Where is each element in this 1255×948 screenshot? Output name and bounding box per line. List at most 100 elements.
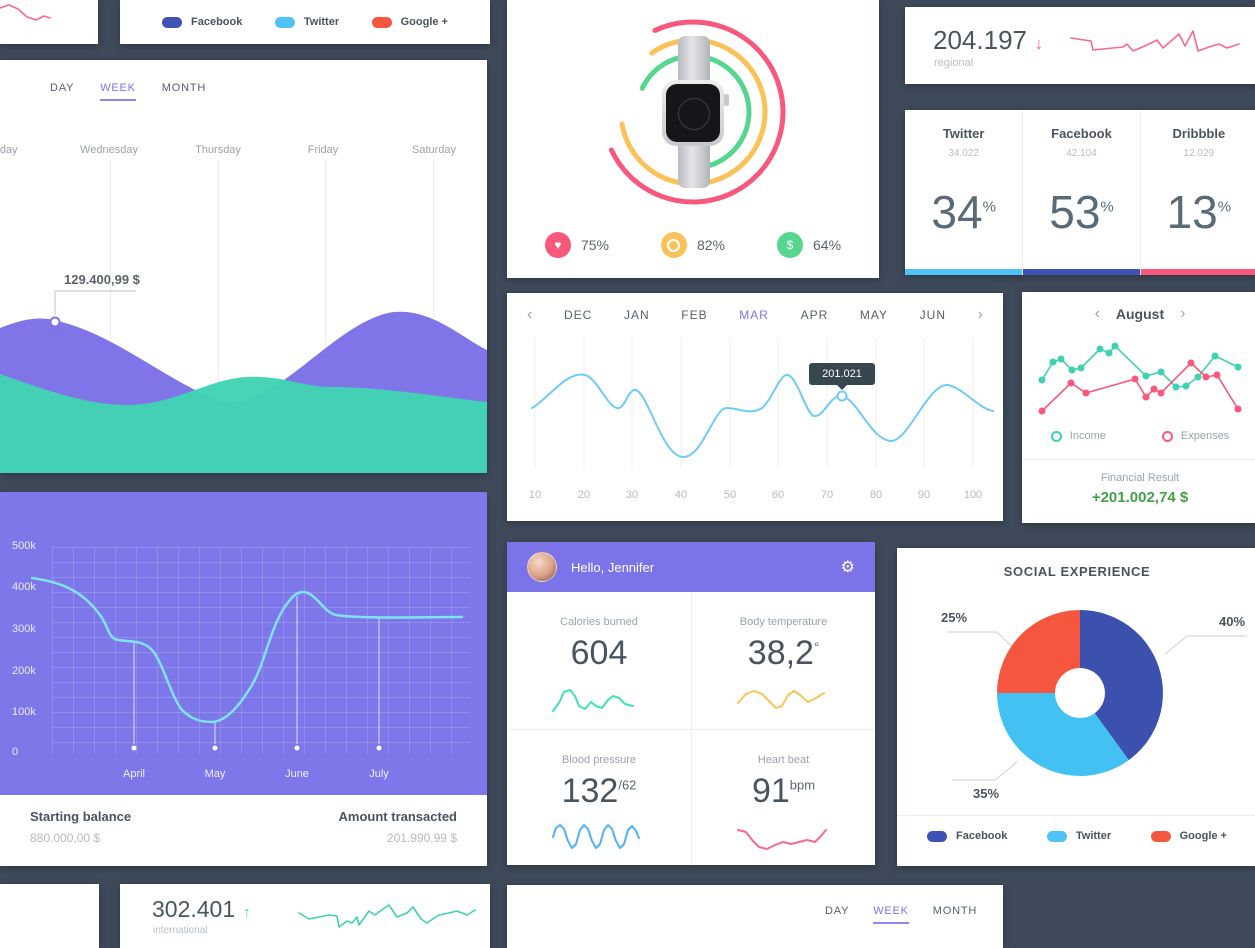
gear-icon[interactable]: ⚙: [840, 559, 855, 576]
column-title: Dribbble: [1172, 126, 1226, 141]
facebook-column: Facebook 42.104 53%: [1022, 110, 1140, 275]
value-tooltip: 201.021: [809, 363, 875, 390]
heart-beat-sparkline: [736, 828, 827, 850]
gridline: [433, 160, 434, 473]
x-axis-tick: 90: [917, 489, 931, 501]
august-finance-card: ‹ August › Income Expenses Financial Res…: [1022, 292, 1255, 523]
health-stats-card: Hello, Jennifer ⚙ Calories burned 604 Bo…: [507, 542, 875, 865]
tab-may[interactable]: MAY: [859, 308, 889, 322]
regional-stat-card: 204.197 ↓ regional: [905, 7, 1255, 84]
tab-month[interactable]: MONTH: [161, 82, 207, 94]
x-axis-tick: 10: [528, 489, 542, 501]
google-plus-pill-icon: [1150, 830, 1171, 842]
temperature-cell: Body temperature 38,2°: [691, 592, 875, 729]
dollar-icon: $: [777, 232, 804, 258]
x-axis-label: May: [204, 768, 226, 780]
health-grid: Calories burned 604 Body temperature 38,…: [507, 592, 875, 865]
activity-rings-chart: [600, 19, 786, 205]
x-axis-tick: 100: [963, 489, 983, 501]
watch-activity-card: ♥ 75% 82% $ 64%: [507, 0, 879, 278]
international-value: 302.401 ↑: [152, 896, 251, 922]
watch-percent: 82%: [696, 237, 726, 253]
social-percent-card: Twitter 34.022 34% Facebook 42.104 53% D…: [905, 110, 1255, 275]
avatar[interactable]: [527, 552, 557, 582]
card-fragment-top-left: [0, 0, 98, 44]
amount-transacted-label: Amount transacted: [338, 809, 457, 824]
data-point-marker[interactable]: [49, 316, 61, 328]
legend-label: Facebook: [191, 16, 243, 28]
social-legend-card: Facebook Twitter Google +: [120, 0, 490, 44]
tab-jun[interactable]: JUN: [919, 308, 946, 322]
column-count: 42.104: [1066, 148, 1097, 159]
x-axis-tick: 80: [869, 489, 883, 501]
legend-item-facebook: Facebook: [927, 830, 1007, 842]
column-count: 12.029: [1183, 148, 1215, 159]
x-axis-label: June: [285, 768, 309, 780]
august-header: ‹ August ›: [1022, 305, 1255, 323]
column-title: Twitter: [942, 126, 985, 141]
callout-40: 40%: [1219, 614, 1246, 629]
facebook-slice[interactable]: [1080, 610, 1163, 761]
x-axis-tick: 50: [723, 489, 737, 501]
column-title: Facebook: [1051, 126, 1112, 141]
tab-dec[interactable]: DEC: [563, 308, 593, 322]
tab-week[interactable]: WEEK: [100, 82, 136, 101]
legend-item-twitter: Twitter: [274, 16, 339, 28]
tab-week[interactable]: WEEK: [873, 905, 909, 924]
apple-watch-image: [661, 36, 729, 188]
regional-label: regional: [934, 57, 974, 69]
stat-label: Body temperature: [739, 616, 828, 628]
x-axis-tick: 20: [577, 489, 591, 501]
heart-stat: ♥ 75%: [544, 232, 609, 258]
facebook-pill-icon: [162, 16, 182, 28]
twitter-pill-icon: [274, 16, 295, 28]
monthly-line-chart: [30, 576, 464, 751]
tab-day[interactable]: DAY: [50, 82, 75, 94]
calories-cell: Calories burned 604: [507, 592, 691, 729]
stat-label: Heart beat: [757, 753, 810, 766]
arrow-up-icon: ↑: [243, 904, 251, 921]
international-label: international: [153, 925, 208, 936]
prev-month-arrow[interactable]: ‹: [527, 306, 533, 323]
regional-value: 204.197 ↓: [933, 25, 1043, 55]
watch-stat: 82%: [660, 232, 726, 258]
gridline: [218, 160, 219, 473]
next-arrow[interactable]: ›: [1180, 305, 1186, 322]
data-point-marker[interactable]: [836, 390, 848, 402]
x-axis-label: April: [122, 768, 146, 780]
watch-screen: [666, 84, 720, 142]
dribbble-column: Dribbble 12.029 13%: [1139, 110, 1255, 275]
x-axis-tick: 60: [771, 489, 785, 501]
international-stat-card: 302.401 ↑ international: [120, 884, 490, 948]
day-label: Friday: [307, 144, 339, 156]
x-axis-tick: 40: [674, 489, 688, 501]
card-title: SOCIAL EXPERIENCE: [1003, 564, 1151, 579]
blood-pressure-cell: Blood pressure 132/62: [507, 728, 691, 866]
blood-pressure-sparkline: [552, 823, 640, 849]
tab-mar[interactable]: MAR: [739, 308, 769, 322]
heart-percent: 75%: [580, 237, 609, 253]
dribbble-color-bar: [1140, 269, 1255, 275]
dollar-stat: $ 64%: [777, 232, 841, 258]
x-axis-label: July: [369, 768, 389, 780]
balance-footer: Starting balance 880.000,00 $ Amount tra…: [0, 795, 487, 866]
card-fragment-bottom-left: [0, 884, 99, 948]
callout-25: 25%: [941, 610, 968, 625]
next-month-arrow[interactable]: ›: [977, 306, 983, 323]
monthly-balance-card: 500k 400k 300k 200k 100k 0 April May Jun…: [0, 492, 487, 866]
tab-month[interactable]: MONTH: [932, 905, 978, 917]
tab-feb[interactable]: FEB: [681, 308, 708, 322]
tab-jan[interactable]: JAN: [623, 308, 650, 322]
y-axis-tick: 0: [12, 746, 19, 758]
tab-day[interactable]: DAY: [825, 905, 850, 917]
pie-legend: Facebook Twitter Google +: [897, 830, 1255, 842]
twitter-slice[interactable]: [997, 693, 1129, 776]
weekly-balance-card: DAY WEEK MONTH sday Wednesday Thursday F…: [0, 60, 487, 473]
twitter-pill-icon: [1046, 830, 1067, 842]
prev-arrow[interactable]: ‹: [1094, 305, 1100, 322]
divider: [897, 815, 1255, 816]
tab-apr[interactable]: APR: [800, 308, 829, 322]
point-value-label: 129.400,99 $: [64, 272, 140, 287]
google-slice[interactable]: [997, 610, 1080, 693]
